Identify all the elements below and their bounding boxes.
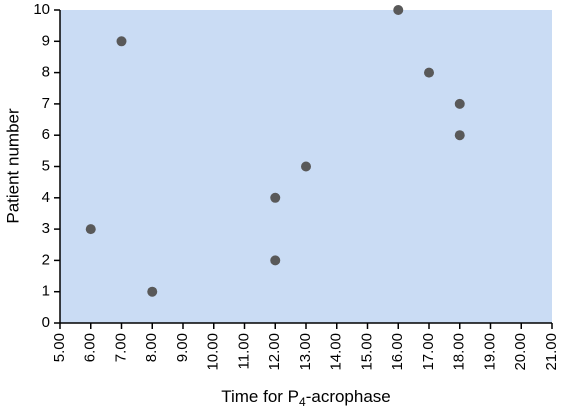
x-tick-label: 7.00: [112, 333, 129, 362]
x-tick-label: 17.00: [420, 333, 437, 371]
x-label-subscript: 4: [299, 395, 306, 409]
y-tick-label: 9: [42, 32, 50, 49]
x-tick-label: 9.00: [174, 333, 191, 362]
data-point: [454, 130, 465, 141]
x-tick-label: 19.00: [481, 333, 498, 371]
x-tick-label: 10.00: [205, 333, 222, 371]
y-tick-label: 6: [42, 126, 50, 143]
y-tick-label: 4: [42, 189, 50, 206]
x-tick-label: 11.00: [235, 333, 252, 369]
y-tick-label: 8: [42, 64, 50, 81]
y-tick-label: 5: [42, 157, 50, 174]
y-tick-label: 3: [42, 220, 50, 237]
x-label-main: Time for P: [221, 387, 299, 406]
x-tick-label: 6.00: [82, 333, 99, 362]
x-label-suffix: -acrophase: [306, 387, 391, 406]
data-point: [270, 192, 281, 203]
y-tick-label: 2: [42, 251, 50, 268]
x-tick-label: 8.00: [143, 333, 160, 362]
x-axis-label: Time for P4-acrophase: [221, 387, 391, 409]
x-tick-label: 13.00: [297, 333, 314, 371]
data-point: [147, 286, 158, 297]
x-tick-label: 12.00: [266, 333, 283, 371]
data-point: [454, 98, 465, 109]
data-point: [393, 5, 404, 15]
x-tick-label: 18.00: [451, 333, 468, 371]
y-axis-label: Patient number: [3, 108, 22, 224]
y-tick-label: 1: [42, 283, 50, 300]
x-tick-label: 21.00: [543, 333, 560, 371]
x-tick-label: 14.00: [328, 333, 345, 371]
x-tick-label: 16.00: [389, 333, 406, 371]
data-point: [270, 255, 281, 266]
y-tick-label: 7: [42, 95, 50, 112]
y-tick-label: 10: [33, 1, 50, 18]
data-point: [424, 67, 434, 78]
y-tick-label: 0: [42, 314, 50, 331]
x-tick-label: 20.00: [512, 333, 529, 371]
x-tick-label: 5.00: [51, 333, 68, 362]
data-point: [116, 36, 127, 47]
data-point: [85, 224, 96, 235]
data-point: [301, 161, 311, 172]
x-tick-label: 15.00: [358, 333, 375, 371]
